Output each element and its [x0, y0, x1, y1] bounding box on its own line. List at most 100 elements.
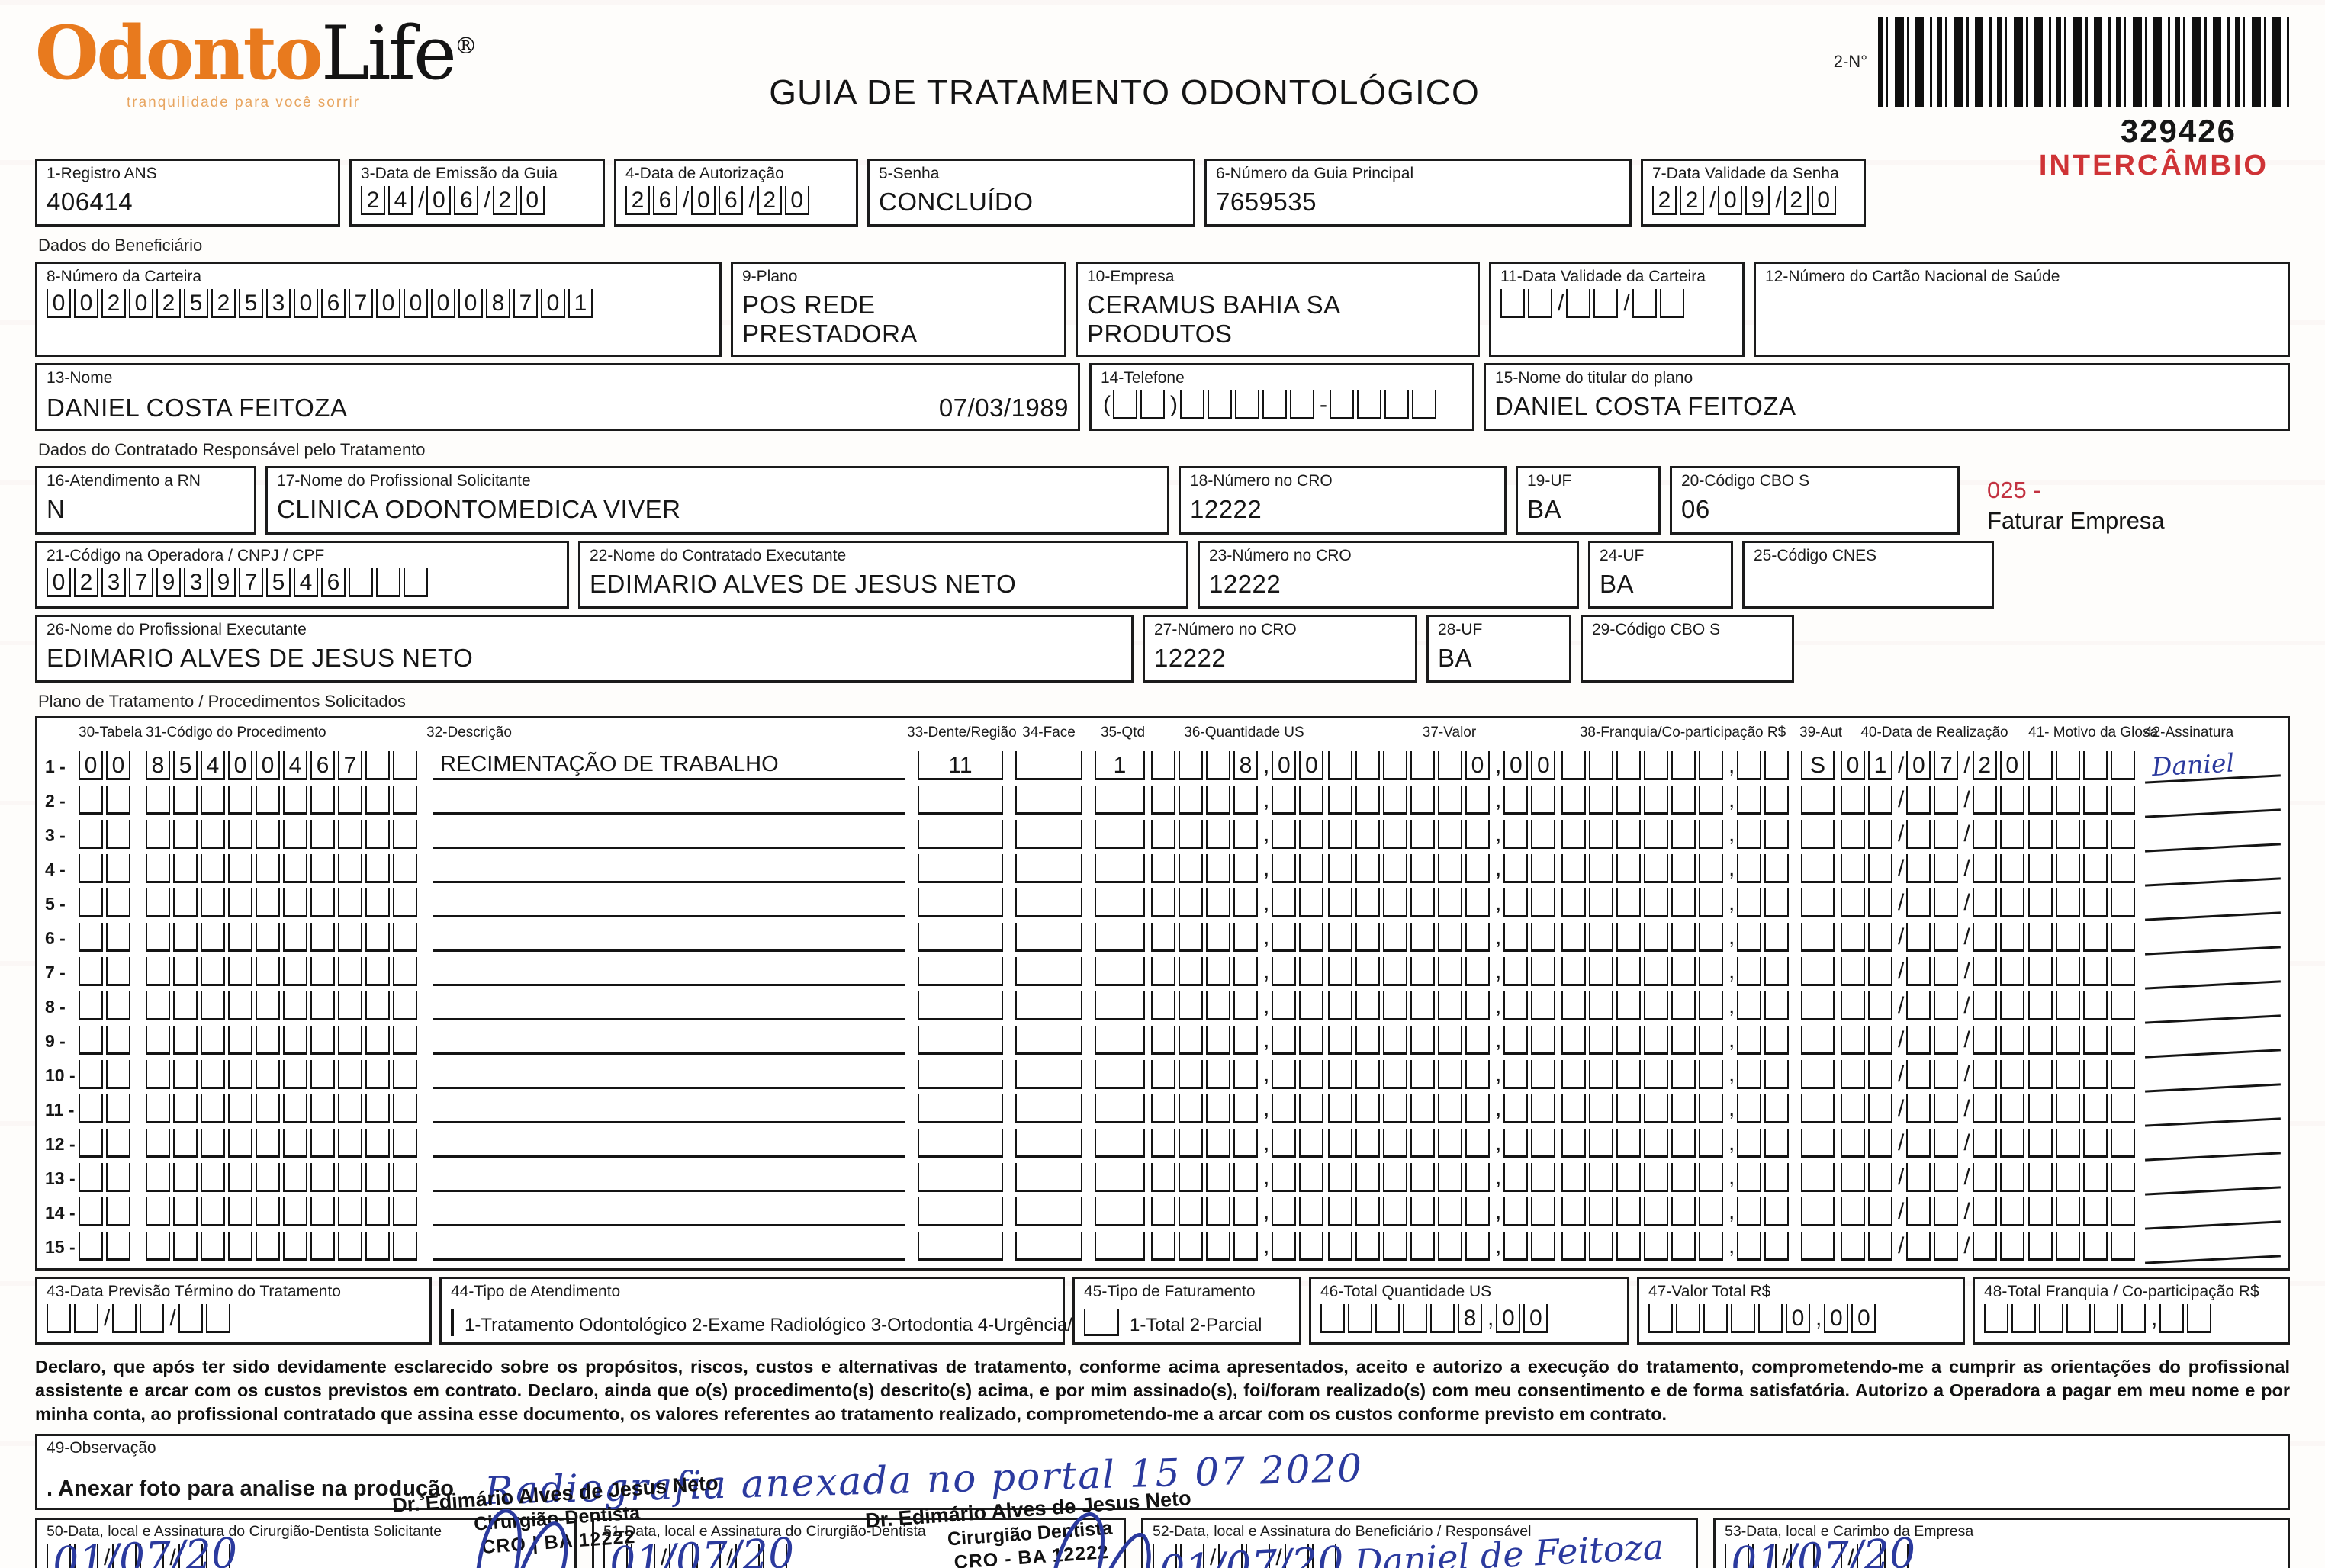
cell-franquia: , — [1561, 1163, 1795, 1192]
logo-odonto: Odonto — [35, 10, 323, 96]
cell-quantidade-us: , — [1151, 888, 1328, 917]
field-label: 29-Código CBO S — [1592, 621, 1721, 638]
procedures-table: 30-Tabela 31-Código do Procedimento 32-D… — [35, 716, 2290, 1271]
cell-descricao — [433, 1024, 905, 1055]
field-label: 49-Observação — [47, 1439, 156, 1457]
field-value — [1754, 570, 1983, 600]
cell-motivo-glosa — [2028, 1163, 2144, 1192]
cell-franquia: , — [1561, 923, 1795, 952]
field-nome-beneficiario: 13-Nome DANIEL COSTA FEITOZA 07/03/1989 — [35, 363, 1080, 431]
cell-franquia: , — [1561, 1026, 1795, 1055]
field-label: 15-Nome do titular do plano — [1495, 369, 1693, 387]
section-label-beneficiario: Dados do Beneficiário — [38, 236, 203, 255]
cell-motivo-glosa — [2028, 1026, 2144, 1055]
field-total-franquia: 48-Total Franquia / Co-participação R$ , — [1973, 1277, 2290, 1345]
field-label: 5-Senha — [879, 165, 940, 182]
intercambio-stamp: INTERCÂMBIO — [2038, 149, 2269, 182]
billing-note: 025 - Faturar Empresa — [1969, 466, 2165, 535]
cell-assinatura — [2143, 1020, 2281, 1059]
cell-assinatura — [2143, 1226, 2281, 1264]
tipo-faturamento-checkbox — [1084, 1309, 1119, 1336]
col-header-quantidade-us: 36-Quantidade US — [1184, 725, 1304, 741]
cell-tabela — [79, 991, 146, 1020]
cell-qtd — [1095, 1232, 1145, 1261]
page-title: GUIA DE TRATAMENTO ODONTOLÓGICO — [769, 72, 1480, 112]
declaration-text: Declaro, que após ter sido devidamente e… — [35, 1357, 2290, 1425]
cell-descricao — [433, 1196, 905, 1226]
field-label: 53-Data, local e Carimbo da Empresa — [1725, 1523, 1974, 1541]
cell-franquia: , — [1561, 820, 1795, 849]
field-label: 6-Número da Guia Principal — [1216, 165, 1414, 182]
cell-assinatura — [2143, 1123, 2281, 1162]
cell-dente-regiao — [918, 1129, 1003, 1158]
cell-descricao — [433, 853, 905, 883]
field-value-comb: 2 6/0 6/2 0 — [625, 186, 812, 215]
field-label: 46-Total Quantidade US — [1320, 1283, 1492, 1300]
cell-motivo-glosa — [2028, 751, 2144, 780]
col-header-data-realizacao: 40-Data de Realização — [1860, 725, 2008, 741]
cell-franquia: , — [1561, 1129, 1795, 1158]
cell-motivo-glosa — [2028, 888, 2144, 917]
cell-aut — [1801, 786, 1835, 815]
cell-aut — [1801, 1197, 1835, 1226]
field-label: 43-Data Previsão Término do Tratamento — [47, 1283, 341, 1300]
cell-dente-regiao — [918, 1163, 1003, 1192]
cell-qtd — [1095, 1129, 1145, 1158]
cell-data-realizacao: / / — [1841, 1163, 2028, 1192]
cell-codigo-procedimento — [146, 957, 426, 986]
field-data-previsao-termino: 43-Data Previsão Término do Tratamento /… — [35, 1277, 432, 1345]
cell-valor: , — [1328, 786, 1561, 815]
cell-dente-regiao — [918, 786, 1003, 815]
cell-assinatura — [2143, 1055, 2281, 1093]
field-label: 21-Código na Operadora / CNPJ / CPF — [47, 547, 325, 564]
field-nome-profissional-executante: 26-Nome do Profissional Executante EDIMA… — [35, 615, 1134, 683]
field-empresa: 10-Empresa CERAMUS BAHIA SA PRODUTOS — [1076, 262, 1480, 357]
procedure-row: 10 , , , / / — [45, 1055, 2281, 1093]
cell-aut: S — [1801, 751, 1835, 780]
cell-codigo-procedimento — [146, 1060, 426, 1089]
cell-data-realizacao: / / — [1841, 1060, 2028, 1089]
cell-quantidade-us: , — [1151, 1060, 1328, 1089]
field-value: EDIMARIO ALVES DE JESUS NETO — [47, 644, 474, 672]
field-value: DANIEL COSTA FEITOZA — [47, 394, 348, 422]
cell-data-realizacao: / / — [1841, 957, 2028, 986]
cell-assinatura — [2143, 883, 2281, 921]
field-data-validade-senha: 7-Data Validade da Senha 2 2/0 9/2 0 — [1641, 159, 1866, 227]
field-value: 12222 — [1190, 495, 1262, 523]
cell-dente-regiao — [918, 957, 1003, 986]
cell-quantidade-us: , — [1151, 786, 1328, 815]
col-header-valor: 37-Valor — [1422, 725, 1477, 741]
cell-assinatura — [2143, 917, 2281, 956]
cell-tabela — [79, 1026, 146, 1055]
cell-franquia: , — [1561, 888, 1795, 917]
field-label: 25-Código CNES — [1754, 547, 1877, 564]
cell-motivo-glosa — [2028, 1129, 2144, 1158]
cell-dente-regiao — [918, 820, 1003, 849]
cell-aut — [1801, 1129, 1835, 1158]
procedure-row: 9 , , , / / — [45, 1020, 2281, 1059]
field-carimbo-empresa: 53-Data, local e Carimbo da Empresa / / … — [1713, 1518, 2290, 1568]
cell-dente-regiao — [918, 1197, 1003, 1226]
cell-qtd — [1095, 991, 1145, 1020]
procedure-row: 14 , , , / / — [45, 1192, 2281, 1230]
cell-qtd — [1095, 1163, 1145, 1192]
cell-franquia: , — [1561, 854, 1795, 883]
cell-motivo-glosa — [2028, 1094, 2144, 1123]
cell-face — [1015, 923, 1082, 952]
field-label: 10-Empresa — [1087, 268, 1175, 285]
field-label: 4-Data de Autorização — [625, 165, 784, 182]
procedure-row: 6 , , , / / — [45, 917, 2281, 956]
row-number: 13 — [45, 1165, 79, 1192]
barcode-number: 329426 — [2120, 113, 2237, 149]
procedure-row: 8 , , , / / — [45, 986, 2281, 1024]
field-value: 12222 — [1154, 644, 1227, 672]
field-plano: 9-Plano POS REDE PRESTADORA — [731, 262, 1066, 357]
cell-codigo-procedimento — [146, 888, 426, 917]
cell-motivo-glosa — [2028, 820, 2144, 849]
field-nome-titular-plano: 15-Nome do titular do plano DANIEL COSTA… — [1484, 363, 2290, 431]
